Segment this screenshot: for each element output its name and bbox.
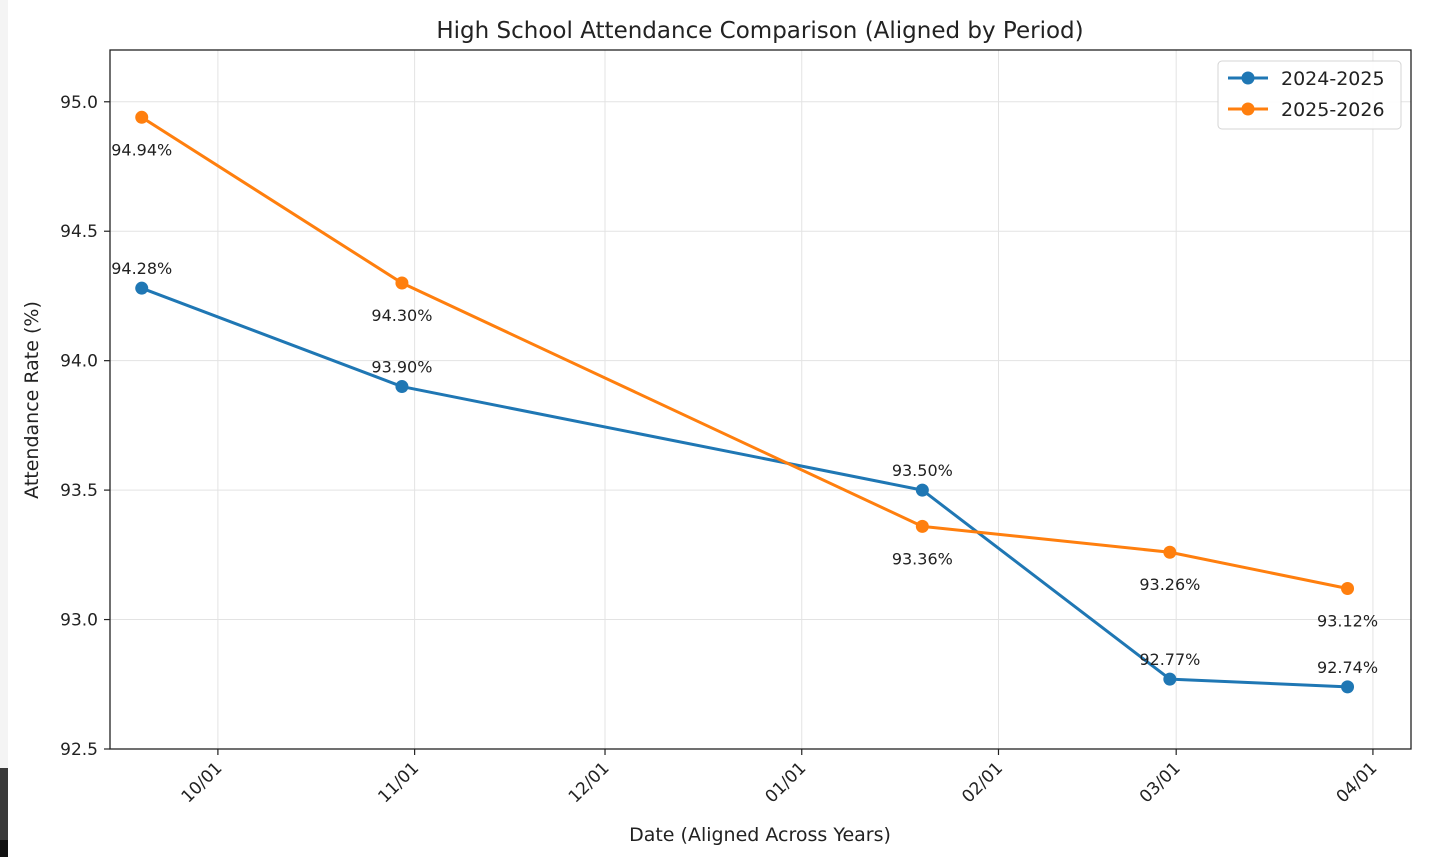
y-tick-label: 93.0 — [60, 611, 98, 631]
data-label-2024-2025: 92.77% — [1139, 650, 1200, 669]
x-tick-label: 10/01 — [178, 758, 227, 807]
y-axis-label: Attendance Rate (%) — [21, 301, 43, 499]
data-point-2024-2025 — [1163, 672, 1177, 686]
y-tick-label: 92.5 — [60, 740, 98, 760]
y-tick-label: 95.0 — [60, 93, 98, 113]
grid — [110, 50, 1411, 750]
data-label-2025-2026: 93.26% — [1139, 575, 1200, 594]
data-label-2025-2026: 93.36% — [892, 549, 953, 568]
x-axis-label: Date (Aligned Across Years) — [629, 824, 891, 846]
x-axis-ticks: 10/01 11/01 12/01 01/01 02/01 03/01 04/01 — [178, 749, 1382, 807]
data-point-2024-2025 — [915, 483, 929, 497]
legend-swatch-marker — [1241, 71, 1255, 85]
data-point-2025-2026 — [1341, 581, 1355, 595]
data-point-2025-2026 — [1163, 545, 1177, 559]
x-tick-label: 04/01 — [1333, 758, 1382, 807]
x-tick-label: 03/01 — [1136, 758, 1185, 807]
data-label-2024-2025: 93.90% — [371, 358, 432, 377]
plot-frame — [109, 49, 1412, 750]
series-layer — [135, 110, 1355, 694]
series-line-2024-2025 — [141, 286, 1348, 689]
legend-swatch-marker — [1241, 102, 1255, 116]
screen-corner-shadow-dark — [0, 840, 8, 857]
screen-left-edge — [0, 0, 8, 857]
y-tick-label: 94.5 — [60, 222, 98, 242]
y-axis-ticks: 92.5 93.0 93.5 94.0 94.5 95.0 — [60, 93, 110, 760]
screen-corner-shadow — [0, 768, 8, 857]
legend-entry-label: 2025-2026 — [1281, 99, 1385, 121]
x-tick-label: 12/01 — [565, 758, 614, 807]
x-tick-label: 11/01 — [374, 758, 423, 807]
data-label-2025-2026: 94.94% — [111, 140, 172, 159]
data-point-2024-2025 — [1341, 680, 1355, 694]
y-tick-label: 94.0 — [60, 352, 98, 372]
data-label-2024-2025: 94.28% — [111, 259, 172, 278]
data-label-2024-2025: 93.50% — [892, 461, 953, 480]
legend: 2024-2025 2025-2026 — [1217, 60, 1402, 130]
data-label-2025-2026: 94.30% — [371, 306, 432, 325]
data-point-2024-2025 — [135, 281, 149, 295]
legend-entry-label: 2024-2025 — [1281, 68, 1385, 90]
data-point-2025-2026 — [915, 519, 929, 533]
data-point-2025-2026 — [135, 110, 149, 124]
data-point-2024-2025 — [395, 380, 409, 394]
x-tick-label: 02/01 — [958, 758, 1007, 807]
data-label-2025-2026: 93.12% — [1317, 611, 1378, 630]
data-label-2024-2025: 92.74% — [1317, 658, 1378, 677]
data-point-2025-2026 — [395, 276, 409, 290]
y-tick-label: 93.5 — [60, 481, 98, 501]
chart-title: High School Attendance Comparison (Align… — [436, 18, 1083, 44]
series-line-2025-2026 — [140, 116, 1348, 590]
x-tick-label: 01/01 — [761, 758, 810, 807]
data-labels: 94.28% 93.90% 93.50% 92.77% 92.74% 94.94% 94.3… — [111, 140, 1378, 677]
